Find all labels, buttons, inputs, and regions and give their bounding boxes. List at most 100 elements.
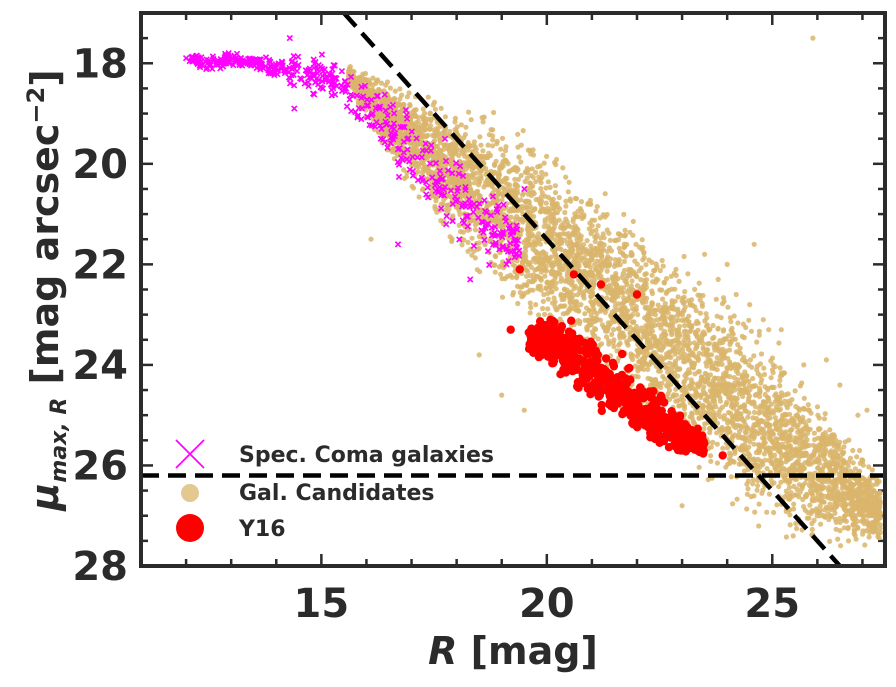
candidate-point [525, 188, 531, 194]
candidate-point [784, 451, 790, 457]
candidate-point [751, 409, 758, 415]
candidate-point [727, 315, 733, 321]
candidate-point [864, 498, 871, 504]
candidate-point [669, 331, 675, 338]
candidate-point [456, 152, 462, 159]
candidate-point [707, 426, 713, 432]
candidate-point [764, 423, 770, 429]
candidate-point [566, 308, 572, 314]
candidate-point [714, 430, 720, 436]
candidate-point [757, 373, 763, 379]
candidate-point [422, 110, 428, 116]
candidate-point [581, 295, 587, 301]
candidate-point [589, 228, 596, 234]
candidate-point [658, 309, 664, 315]
candidate-point [518, 159, 524, 165]
candidate-point [574, 262, 580, 268]
candidate-point [588, 278, 594, 284]
candidate-point [601, 258, 607, 265]
candidate-point [672, 351, 678, 357]
candidate-point [469, 172, 475, 178]
candidate-point [754, 487, 760, 493]
candidate-point [549, 229, 555, 235]
candidate-point [509, 274, 515, 280]
candidate-point [786, 485, 793, 491]
candidate-point [831, 432, 837, 438]
candidate-point [531, 255, 538, 261]
candidate-point [690, 351, 696, 357]
candidate-point [653, 261, 659, 267]
candidate-point [747, 357, 754, 363]
candidate-point [752, 383, 759, 389]
candidate-point [765, 445, 771, 451]
candidate-point [609, 274, 616, 280]
candidate-point [597, 258, 603, 264]
candidate-point [540, 305, 546, 312]
candidate-point [662, 376, 668, 382]
candidate-point [627, 313, 633, 319]
candidate-point [770, 370, 776, 376]
candidate-point [541, 292, 547, 298]
candidate-point [640, 257, 646, 263]
candidate-point [627, 329, 633, 335]
candidate-point [527, 273, 533, 279]
candidate-point [630, 319, 637, 325]
candidate-point [809, 508, 815, 515]
candidate-point [697, 297, 703, 303]
candidate-point [787, 411, 793, 417]
candidate-point [870, 520, 876, 527]
candidate-point [538, 250, 544, 256]
candidate-point [796, 462, 802, 468]
candidate-point [608, 288, 614, 294]
candidate-point [786, 480, 792, 486]
candidate-point [672, 361, 678, 367]
candidate-point [721, 327, 727, 333]
candidate-point [593, 208, 599, 214]
candidate-point [476, 240, 482, 246]
candidate-point [815, 492, 821, 498]
candidate-point [646, 257, 652, 263]
candidate-point [797, 417, 803, 423]
candidate-point [657, 268, 663, 274]
candidate-point [675, 294, 681, 300]
candidate-point [772, 415, 778, 421]
candidate-point [748, 328, 755, 334]
candidate-point [714, 420, 721, 426]
candidate-point [728, 319, 734, 325]
candidate-point [452, 115, 458, 121]
candidate-point [755, 483, 761, 489]
candidate-point [791, 453, 798, 459]
candidate-point [662, 355, 668, 361]
candidate-point [519, 284, 525, 290]
candidate-point [725, 366, 731, 372]
candidate-point [823, 459, 829, 465]
candidate-point [490, 133, 496, 139]
candidate-point [594, 311, 600, 317]
candidate-point [454, 124, 460, 130]
candidate-point [762, 457, 768, 463]
candidate-point [433, 149, 439, 155]
candidate-point [855, 495, 861, 501]
candidate-point [673, 338, 680, 344]
candidate-point [565, 189, 571, 195]
candidate-point [787, 512, 793, 518]
candidate-point [563, 198, 569, 204]
candidate-point [581, 212, 587, 218]
candidate-point [792, 388, 798, 394]
candidate-point [812, 447, 818, 454]
candidate-point [659, 287, 665, 293]
candidate-point [761, 371, 768, 378]
candidate-point [735, 434, 741, 440]
candidate-point [777, 377, 783, 383]
candidate-point [735, 366, 741, 372]
candidate-point [599, 248, 606, 254]
candidate-point [769, 438, 775, 444]
candidate-point [669, 323, 675, 329]
candidate-point [409, 134, 415, 140]
candidate-point [746, 444, 752, 450]
candidate-point [856, 506, 862, 512]
candidate-point [399, 92, 405, 98]
candidate-point [714, 313, 720, 319]
candidate-point [614, 348, 620, 354]
